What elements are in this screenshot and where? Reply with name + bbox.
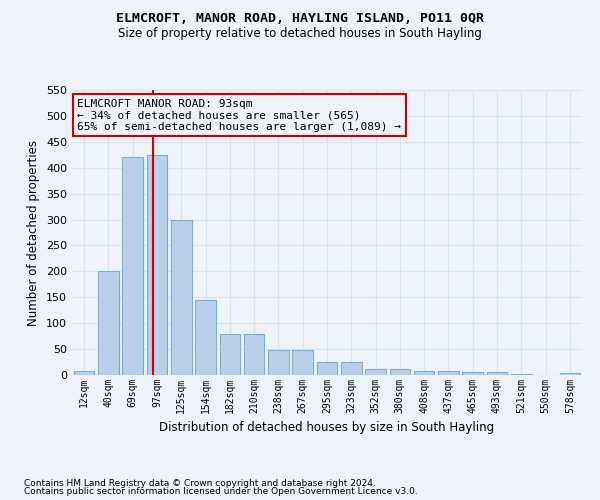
- Text: Contains HM Land Registry data © Crown copyright and database right 2024.: Contains HM Land Registry data © Crown c…: [24, 478, 376, 488]
- Bar: [511, 374, 532, 375]
- Bar: [122, 158, 143, 375]
- Text: Contains public sector information licensed under the Open Government Licence v3: Contains public sector information licen…: [24, 487, 418, 496]
- Text: Size of property relative to detached houses in South Hayling: Size of property relative to detached ho…: [118, 28, 482, 40]
- Bar: [74, 371, 94, 375]
- Y-axis label: Number of detached properties: Number of detached properties: [28, 140, 40, 326]
- Bar: [389, 370, 410, 375]
- Bar: [195, 300, 216, 375]
- Bar: [487, 372, 508, 375]
- X-axis label: Distribution of detached houses by size in South Hayling: Distribution of detached houses by size …: [160, 422, 494, 434]
- Bar: [171, 220, 191, 375]
- Bar: [220, 334, 240, 375]
- Bar: [365, 370, 386, 375]
- Text: ELMCROFT, MANOR ROAD, HAYLING ISLAND, PO11 0QR: ELMCROFT, MANOR ROAD, HAYLING ISLAND, PO…: [116, 12, 484, 26]
- Bar: [438, 371, 459, 375]
- Bar: [560, 374, 580, 375]
- Text: ELMCROFT MANOR ROAD: 93sqm
← 34% of detached houses are smaller (565)
65% of sem: ELMCROFT MANOR ROAD: 93sqm ← 34% of deta…: [77, 98, 401, 132]
- Bar: [292, 350, 313, 375]
- Bar: [268, 350, 289, 375]
- Bar: [146, 156, 167, 375]
- Bar: [463, 372, 483, 375]
- Bar: [341, 362, 362, 375]
- Bar: [414, 371, 434, 375]
- Bar: [98, 272, 119, 375]
- Bar: [317, 362, 337, 375]
- Bar: [244, 334, 265, 375]
